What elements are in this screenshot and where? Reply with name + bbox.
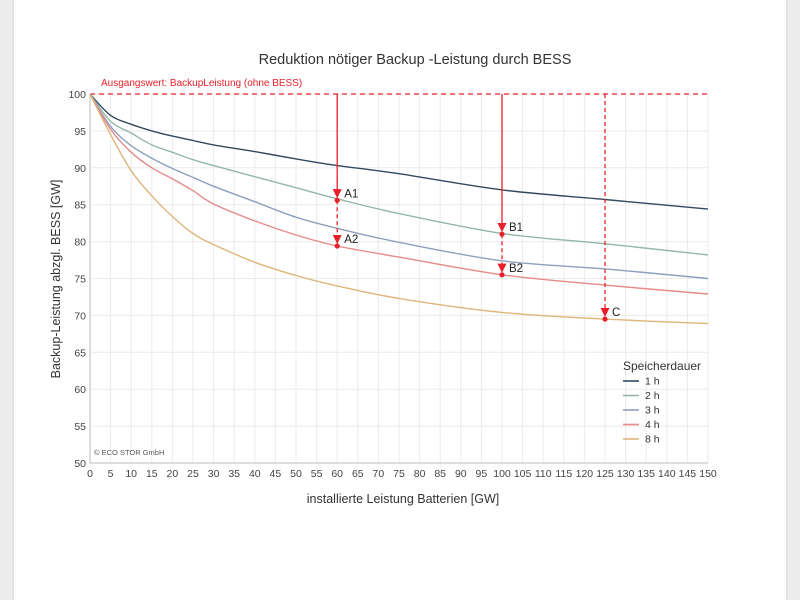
series-line-1h [89, 93, 709, 210]
arrows [332, 94, 610, 317]
x-tick-label: 90 [455, 468, 467, 480]
annotation-point [499, 272, 505, 278]
x-tick-label: 0 [87, 468, 93, 480]
y-tick-labels: 50 55 60 65 70 75 80 85 90 95 100 [68, 89, 86, 470]
y-tick-label: 50 [74, 458, 86, 470]
x-tick-label: 150 [699, 468, 717, 480]
x-tick-label: 50 [290, 468, 302, 480]
x-tick-label: 100 [493, 468, 511, 480]
x-tick-label: 55 [311, 468, 323, 480]
y-tick-label: 60 [74, 384, 86, 396]
x-tick-label: 40 [249, 468, 261, 480]
x-tick-label: 135 [637, 468, 655, 480]
y-axis-label: Backup-Leistung abzgl. BESS [GW] [49, 180, 63, 379]
series-line-3h [89, 93, 709, 280]
legend: Speicherdauer 1 h 2 h 3 h 4 h 8 h [623, 359, 701, 446]
x-tick-label: 105 [514, 468, 532, 480]
x-tick-label: 80 [414, 468, 426, 480]
y-tick-label: 100 [68, 89, 86, 101]
annotation-label: B2 [509, 263, 523, 275]
x-tick-label: 125 [596, 468, 614, 480]
y-tick-label: 85 [74, 200, 86, 212]
legend-label: 2 h [645, 390, 660, 402]
x-tick-label: 20 [167, 468, 179, 480]
chart: Reduktion nötiger Backup -Leistung durch… [49, 52, 717, 506]
x-tick-label: 140 [658, 468, 676, 480]
y-tick-label: 95 [74, 126, 86, 138]
x-tick-label: 70 [373, 468, 385, 480]
x-tick-label: 110 [535, 468, 552, 480]
x-tick-label: 15 [146, 468, 158, 480]
legend-label: 3 h [645, 405, 660, 417]
x-tick-label: 130 [617, 468, 635, 480]
x-axis-label: installierte Leistung Batterien [GW] [307, 492, 499, 506]
x-tick-label: 145 [679, 468, 697, 480]
y-tick-label: 90 [74, 163, 86, 175]
series-line-8h [89, 93, 709, 325]
x-tick-label: 35 [228, 468, 240, 480]
x-tick-label: 120 [576, 468, 594, 480]
annotation-label: B1 [509, 222, 523, 234]
annotation-point [334, 243, 340, 249]
series-line-2h [89, 93, 709, 256]
x-tick-label: 60 [331, 468, 343, 480]
grid [89, 93, 709, 464]
chart-card: Reduktion nötiger Backup -Leistung durch… [14, 0, 786, 600]
x-tick-label: 95 [476, 468, 488, 480]
series [89, 93, 709, 325]
x-tick-label: 45 [270, 468, 282, 480]
chart-title: Reduktion nötiger Backup -Leistung durch… [259, 52, 572, 68]
x-tick-label: 10 [125, 468, 137, 480]
annotation-point [602, 316, 608, 322]
axes [89, 94, 708, 464]
x-tick-label: 25 [187, 468, 199, 480]
baseline: Ausgangswert: BackupLeistung (ohne BESS) [90, 78, 708, 95]
annotation-label: A1 [344, 188, 358, 200]
x-tick-label: 75 [393, 468, 405, 480]
x-tick-label: 115 [555, 468, 572, 480]
y-tick-label: 80 [74, 237, 86, 249]
y-tick-label: 70 [74, 310, 86, 322]
x-tick-labels: 0 5 10 15 20 25 30 35 40 45 50 55 60 65 70 75 80 85 90 95 10… [87, 468, 717, 480]
annotation-label: A2 [344, 234, 358, 246]
series-line-4h [89, 93, 709, 295]
y-tick-label: 65 [74, 347, 86, 359]
x-tick-label: 85 [434, 468, 446, 480]
baseline-label: Ausgangswert: BackupLeistung (ohne BESS) [101, 78, 302, 89]
legend-label: 4 h [645, 419, 660, 431]
legend-items: 1 h 2 h 3 h 4 h 8 h [623, 376, 660, 446]
annotations: A1 A2 B1 B2 C [334, 188, 620, 322]
legend-title: Speicherdauer [623, 359, 701, 373]
x-tick-label: 65 [352, 468, 364, 480]
copyright-notice: © ECO STOR GmbH [94, 448, 164, 457]
legend-label: 8 h [645, 434, 660, 446]
y-tick-label: 75 [74, 274, 86, 286]
y-tick-label: 55 [74, 421, 86, 433]
annotation-point [499, 231, 505, 237]
legend-label: 1 h [645, 376, 660, 388]
x-tick-label: 5 [108, 468, 114, 480]
x-tick-label: 30 [208, 468, 220, 480]
annotation-point [334, 197, 340, 203]
annotation-label: C [612, 307, 620, 319]
